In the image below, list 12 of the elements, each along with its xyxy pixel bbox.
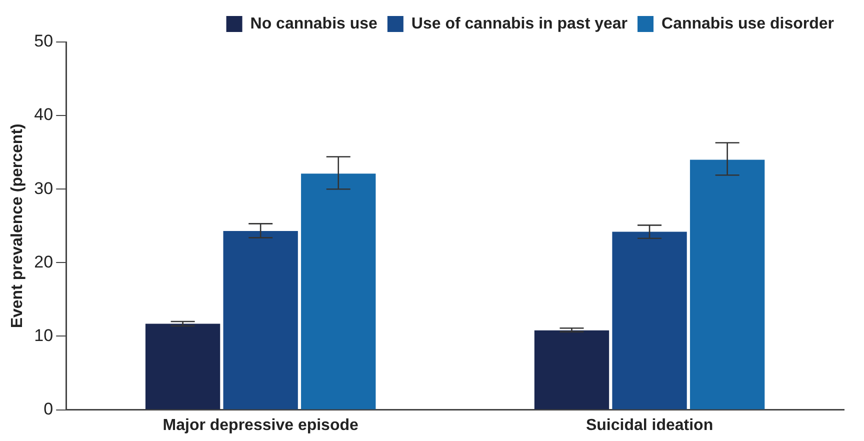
legend-label: Cannabis use disorder <box>662 15 834 32</box>
legend-label: No cannabis use <box>250 15 378 32</box>
y-tick-label: 20 <box>34 252 54 272</box>
x-tick-label: Suicidal ideation <box>586 416 714 434</box>
y-tick-label: 30 <box>34 178 54 198</box>
legend-label: Use of cannabis in past year <box>411 15 628 32</box>
y-tick-label: 10 <box>34 326 54 345</box>
y-axis-title: Event prevalence (percent) <box>9 124 26 328</box>
y-tick-label: 0 <box>44 399 54 418</box>
y-tick-label: 40 <box>34 105 54 124</box>
x-tick-label: Major depressive episode <box>162 416 358 434</box>
y-tick-label: 50 <box>34 32 54 51</box>
